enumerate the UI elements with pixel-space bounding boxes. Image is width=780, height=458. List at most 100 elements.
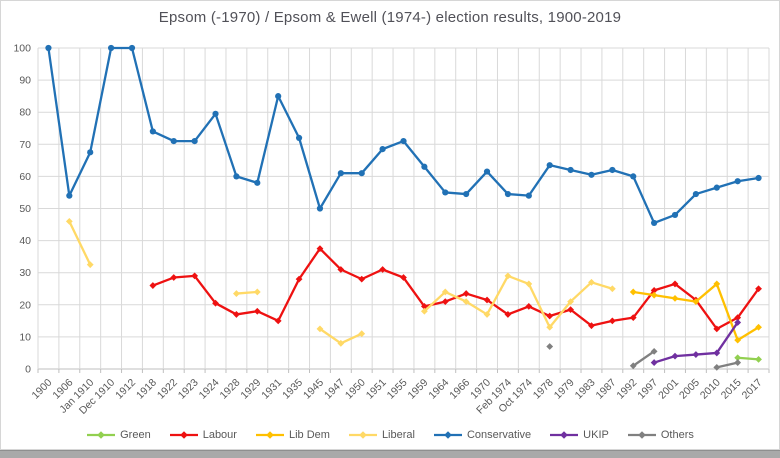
legend-item-labour: Labour bbox=[169, 429, 237, 441]
series-point-labour-marker bbox=[462, 290, 470, 297]
series-point-liberal-marker bbox=[462, 298, 470, 305]
series-point-conservative bbox=[358, 170, 365, 177]
x-axis-tick-label: 1923 bbox=[176, 377, 201, 402]
legend: Green Labour Lib Dem Liberal Conservative UKI… bbox=[1, 422, 779, 448]
x-axis-tick-label: 1950 bbox=[343, 377, 368, 402]
legend-label: Others bbox=[660, 429, 694, 441]
x-axis-tick-label: 1955 bbox=[385, 377, 410, 402]
x-axis-tick-label: 1959 bbox=[406, 377, 431, 402]
series-point-labour-marker bbox=[233, 311, 240, 318]
series-point-labour-marker bbox=[441, 298, 449, 305]
series-point-labour-marker bbox=[671, 280, 679, 288]
series-point-conservative bbox=[442, 189, 449, 196]
legend-label: Green bbox=[120, 429, 151, 441]
x-axis-tick-label: 1912 bbox=[113, 377, 138, 402]
series-point-conservative bbox=[45, 44, 52, 52]
series-point-conservative bbox=[212, 110, 219, 117]
series-point-conservative bbox=[483, 168, 491, 175]
series-point-conservative bbox=[692, 190, 700, 198]
series-point-conservative bbox=[567, 166, 574, 174]
series-point-lib-dem-marker bbox=[629, 288, 637, 296]
series-point-ukip-marker bbox=[692, 351, 700, 358]
series-point-conservative bbox=[588, 171, 595, 178]
series-point-conservative bbox=[609, 166, 616, 174]
series-point-liberal-marker bbox=[504, 272, 512, 280]
series-point-liberal-marker bbox=[316, 325, 324, 333]
x-axis-tick-label: 1987 bbox=[593, 377, 618, 402]
series-point-conservative bbox=[233, 173, 240, 180]
y-axis-tick-label: 70 bbox=[19, 139, 31, 151]
x-axis-tick-label: 2010 bbox=[698, 377, 723, 402]
series-line-others bbox=[715, 361, 739, 369]
series-line-others bbox=[632, 350, 656, 367]
y-axis-tick-label: 20 bbox=[19, 299, 31, 311]
y-axis-tick-label: 0 bbox=[25, 364, 31, 376]
legend-swatch-icon bbox=[433, 431, 462, 439]
x-axis-tick-label: 1964 bbox=[426, 377, 451, 402]
series-point-conservative bbox=[421, 163, 428, 170]
series-point-labour-marker bbox=[379, 266, 387, 273]
series-point-lib-dem-marker bbox=[692, 298, 700, 305]
series-point-liberal-marker bbox=[86, 261, 94, 269]
legend-item-others: Others bbox=[627, 429, 694, 441]
series-point-liberal-marker bbox=[253, 288, 261, 296]
series-point-liberal-marker bbox=[525, 280, 533, 288]
y-axis-tick-label: 40 bbox=[19, 235, 31, 247]
series-point-liberal-marker bbox=[483, 311, 491, 318]
legend-swatch-icon bbox=[627, 431, 656, 439]
legend-swatch-icon bbox=[255, 431, 284, 439]
x-axis-tick-label: 2017 bbox=[740, 377, 765, 402]
series-point-liberal-marker bbox=[588, 278, 595, 286]
series-point-others-marker bbox=[629, 362, 637, 370]
x-axis-tick-label: 1951 bbox=[364, 377, 389, 402]
x-axis-tick-label: 1983 bbox=[573, 377, 598, 402]
legend-item-lib-dem: Lib Dem bbox=[255, 429, 330, 441]
series-point-labour-marker bbox=[149, 282, 157, 289]
legend-label: UKIP bbox=[583, 429, 609, 441]
legend-label: Lib Dem bbox=[288, 429, 330, 441]
x-axis-tick-label: 2005 bbox=[677, 377, 702, 402]
legend-item-ukip: UKIP bbox=[549, 429, 609, 441]
series-point-labour-marker bbox=[588, 322, 595, 330]
series-point-lib-dem-marker bbox=[650, 291, 658, 299]
series-point-labour-marker bbox=[295, 275, 303, 283]
x-axis-tick-label: 1929 bbox=[238, 377, 263, 402]
series-point-conservative bbox=[191, 137, 198, 145]
series-point-liberal-marker bbox=[441, 288, 449, 296]
y-axis-tick-label: 10 bbox=[19, 331, 31, 343]
series-point-labour-marker bbox=[608, 317, 616, 325]
x-axis-tick-label: 1900 bbox=[30, 377, 55, 402]
legend-label: Conservative bbox=[466, 429, 532, 441]
x-axis-tick-label: 1918 bbox=[134, 377, 159, 402]
y-axis-tick-label: 100 bbox=[13, 43, 31, 55]
series-point-lib-dem-marker bbox=[734, 336, 742, 344]
series-point-ukip-marker bbox=[713, 349, 721, 357]
y-axis-tick-label: 90 bbox=[19, 75, 31, 87]
series-point-liberal-marker bbox=[420, 307, 428, 315]
y-axis-tick-label: 50 bbox=[19, 203, 31, 215]
x-axis-tick-label: 1992 bbox=[614, 377, 639, 402]
series-point-labour-marker bbox=[567, 306, 574, 314]
x-axis-tick-label: 1928 bbox=[218, 377, 243, 402]
series-point-conservative bbox=[170, 137, 177, 145]
series-point-labour-marker bbox=[274, 317, 282, 325]
x-axis-tick-label: 1978 bbox=[531, 377, 556, 402]
series-point-conservative bbox=[713, 184, 720, 191]
series-point-liberal-marker bbox=[65, 217, 73, 225]
legend-item-conservative: Conservative bbox=[433, 429, 531, 441]
x-axis-tick-label: 1945 bbox=[301, 377, 326, 402]
legend-swatch-icon bbox=[169, 431, 198, 439]
series-point-liberal-marker bbox=[546, 323, 554, 331]
x-axis-tick-label: 1922 bbox=[155, 377, 180, 402]
x-axis-tick-label: 2001 bbox=[656, 377, 681, 402]
series-point-ukip-marker bbox=[671, 352, 679, 360]
series-point-liberal-marker bbox=[233, 290, 240, 297]
series-point-labour-marker bbox=[316, 245, 324, 253]
series-point-conservative bbox=[525, 192, 532, 199]
x-axis-tick-label: 1947 bbox=[322, 377, 347, 402]
series-point-conservative bbox=[379, 146, 386, 153]
legend-label: Liberal bbox=[381, 429, 415, 441]
series-point-labour-marker bbox=[170, 274, 178, 281]
series-point-labour-marker bbox=[504, 311, 512, 318]
legend-swatch-icon bbox=[348, 431, 377, 439]
